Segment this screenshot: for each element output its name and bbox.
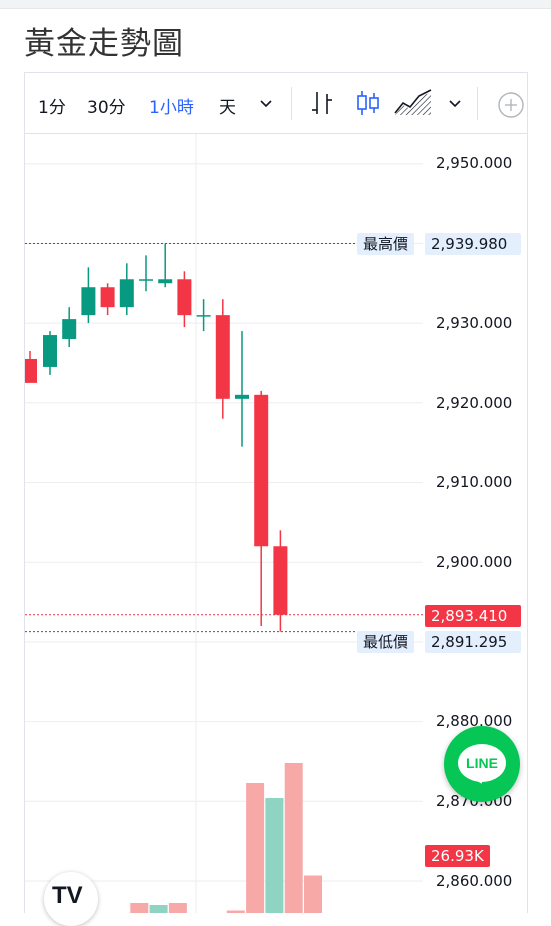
bar-chart-icon[interactable] [309,88,335,118]
line-button-label: LINE [466,755,498,771]
toolbar-divider [291,87,292,120]
chevron-down-icon[interactable] [258,95,274,111]
low-price-label: 最低價 [357,631,415,653]
add-compare-icon[interactable] [497,91,525,119]
interval-30min-button[interactable]: 30分 [87,98,126,118]
high-price-label: 最高價 [357,233,415,255]
line-bubble-icon: LINE [458,744,506,782]
chevron-down-icon[interactable] [447,95,463,111]
chart-plot-area[interactable]: 2,950.000 2,930.000 2,920.000 2,910.000 … [25,134,527,913]
interval-1min-button[interactable]: 1分 [38,98,66,118]
interval-1hour-button[interactable]: 1小時 [149,98,194,118]
candle-body [100,287,115,308]
volume-bar [246,783,265,913]
volume-bar [130,903,149,913]
candle-body [215,315,230,399]
volume-bar [168,903,187,913]
candle-body [139,279,153,281]
candle-body [25,358,37,383]
candle-body [196,315,211,317]
candle-body [119,279,134,308]
volume-bar [226,910,245,913]
y-axis-tick: 2,930.000 [436,314,513,332]
low-price-value: 2,891.295 [425,631,521,653]
area-chart-icon[interactable] [393,88,433,118]
volume-bar [284,763,303,913]
y-axis-tick: 2,900.000 [436,553,513,571]
interval-day-button[interactable]: 天 [219,98,236,118]
volume-badge: 26.93K [425,845,490,867]
candle-body [81,287,96,316]
page-title: 黃金走勢圖 [24,26,184,62]
candle-body [158,279,173,284]
candle-body [273,546,288,615]
candle-body [235,394,249,399]
volume-bar [149,905,168,913]
top-status-strip [0,0,551,9]
y-axis-tick: 2,920.000 [436,394,513,412]
high-price-value: 2,939.980 [425,233,521,255]
last-price-badge: 2,893.410 [425,605,521,627]
y-axis-tick: 2,860.000 [436,872,513,890]
chart-toolbar: 1分 30分 1小時 天 [25,73,527,134]
tradingview-logo[interactable]: TV [44,872,98,926]
candle-body [177,279,192,316]
candlestick-icon[interactable] [355,88,381,118]
candle-body [43,335,57,367]
y-axis-tick: 2,950.000 [436,154,513,172]
y-axis-tick: 2,880.000 [436,712,513,730]
volume-bar [265,798,284,913]
line-share-button[interactable]: LINE [444,726,520,802]
toolbar-divider [477,87,478,120]
volume-bar [304,875,322,913]
y-axis-tick: 2,910.000 [436,473,513,491]
candle-body [254,394,269,547]
tradingview-logo-text: TV [52,882,83,909]
candle-body [62,319,77,340]
chart-widget: 1分 30分 1小時 天 [24,72,528,913]
